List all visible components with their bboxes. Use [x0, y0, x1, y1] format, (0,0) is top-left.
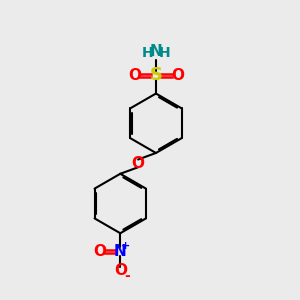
- Text: S: S: [149, 66, 162, 84]
- Text: N: N: [150, 44, 162, 59]
- Text: O: O: [114, 263, 127, 278]
- Text: O: O: [128, 68, 141, 82]
- Text: H: H: [142, 46, 153, 60]
- Text: O: O: [171, 68, 184, 82]
- Text: O: O: [94, 244, 106, 259]
- Text: -: -: [124, 269, 130, 283]
- Text: O: O: [132, 156, 145, 171]
- Text: H: H: [158, 46, 170, 60]
- Text: N: N: [114, 244, 127, 259]
- Text: +: +: [121, 241, 130, 251]
